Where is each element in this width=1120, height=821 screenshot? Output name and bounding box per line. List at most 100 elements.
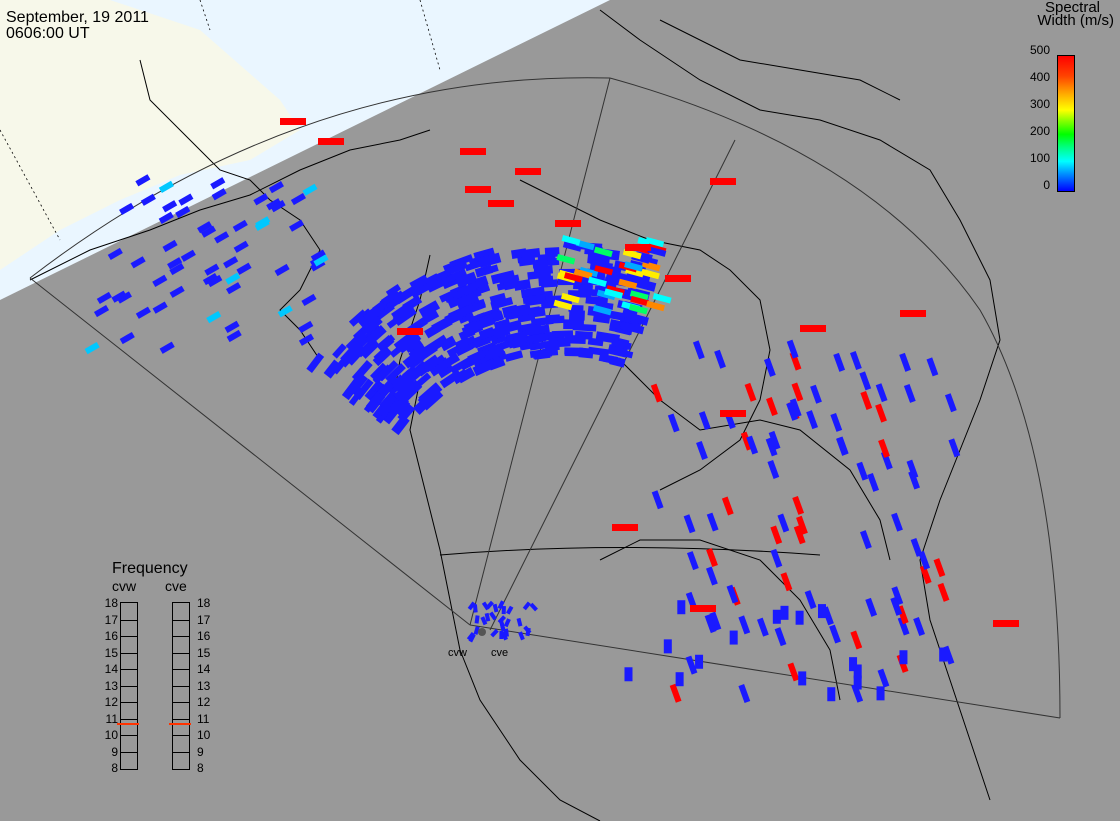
scatter-cell (408, 343, 428, 361)
scatter-cell (744, 382, 757, 402)
freq-label-cvw: cvw (112, 578, 137, 594)
scatter-cell (610, 338, 632, 351)
freq-scale-division (173, 652, 189, 654)
scatter-cell (365, 395, 382, 413)
scatter-cell (410, 372, 432, 392)
scatter-cell (810, 384, 822, 404)
scatter-cell (939, 647, 948, 662)
scatter-cell (875, 403, 887, 423)
scatter-cell (204, 263, 220, 276)
scatter-cell (587, 337, 604, 347)
scatter-cell (796, 515, 808, 535)
scatter-cell (224, 320, 240, 334)
scatter-cell (698, 411, 711, 431)
scatter-cell (646, 300, 665, 312)
scatter-cell (860, 530, 872, 550)
scatter-cell (135, 306, 151, 319)
scatter-cell (473, 335, 492, 349)
freq-marker-cvw (117, 723, 139, 726)
scatter-cell (407, 354, 425, 370)
freq-scale-division (173, 702, 189, 703)
freq-scale-division (121, 636, 137, 637)
scatter-cell (793, 525, 806, 545)
scatter-cell (631, 277, 657, 292)
scatter-cell (706, 548, 718, 568)
scatter-cell (391, 301, 414, 321)
scatter-cell (768, 430, 781, 450)
freq-scale-label: 16 (104, 629, 118, 643)
graticule (0, 0, 441, 241)
scatter-cell (302, 183, 318, 196)
scatter-cell (397, 403, 416, 423)
scatter-cell (372, 364, 393, 385)
scatter-cell (510, 248, 528, 259)
scatter-cell (499, 630, 504, 640)
scatter-cell (563, 272, 583, 283)
freq-scale-division (173, 619, 189, 621)
freq-scale-label: 10 (104, 728, 118, 742)
freq-scale-label: 13 (197, 678, 211, 693)
scatter-cell (619, 321, 645, 335)
freq-scale-label: 12 (104, 695, 118, 709)
scatter-cell (525, 324, 550, 336)
colorbar-tick: 0 (1043, 178, 1050, 192)
scatter-cell (467, 349, 486, 364)
freq-scale-division (121, 702, 137, 703)
scatter-cell (357, 307, 379, 328)
scatter-cell (413, 393, 436, 415)
scatter-cell (341, 377, 362, 401)
scatter-cell (306, 352, 325, 373)
scatter-cell (478, 326, 496, 340)
scatter-cell (592, 304, 612, 316)
scatter-cell (442, 353, 461, 368)
scatter-cell (647, 246, 667, 257)
scatter-cell (473, 626, 480, 635)
scatter-cell (792, 495, 805, 515)
scatter-cell (541, 301, 559, 309)
scatter-cell (933, 558, 946, 578)
scatter-cell (370, 362, 388, 381)
scatter-cell (937, 582, 950, 602)
freq-scale-division (121, 685, 137, 687)
daylight-land (0, 0, 300, 270)
scatter-cell (772, 609, 781, 624)
scatter-cell (770, 548, 783, 568)
scatter-cell (268, 181, 284, 194)
scatter-cell (524, 294, 546, 304)
scatter-cell (431, 316, 453, 334)
scatter-cell (111, 290, 127, 303)
scatter-cell (780, 572, 793, 592)
freq-scale-division (121, 751, 137, 753)
scatter-cell (444, 262, 467, 276)
scatter-cell (323, 359, 342, 379)
scatter-cell (800, 325, 826, 332)
scatter-cell (490, 270, 516, 285)
freq-scale-label: 12 (197, 695, 211, 709)
scatter-cell (853, 664, 862, 679)
scatter-cell (706, 512, 719, 532)
scatter-cell (890, 596, 903, 616)
scatter-cell (503, 618, 511, 628)
scatter-cell (492, 603, 499, 613)
scatter-cell (402, 384, 419, 401)
scatter-cell (318, 138, 344, 145)
freq-scale-division (173, 636, 189, 637)
scatter-cell (465, 186, 491, 193)
scatter-cell (481, 601, 490, 611)
scatter-cell (515, 168, 541, 175)
scatter-cell (757, 617, 769, 637)
scatter-cell (573, 268, 593, 279)
scatter-cell (424, 334, 449, 355)
scatter-cell (458, 282, 478, 298)
scatter-cell (301, 293, 317, 307)
freq-scale-label: 15 (104, 645, 118, 660)
scatter-cell (795, 610, 804, 625)
freq-scale-label: 13 (104, 678, 118, 693)
scatter-returns (84, 118, 1019, 704)
scatter-cell (891, 512, 903, 532)
scatter-cell (158, 211, 174, 224)
scatter-cell (944, 393, 957, 413)
scatter-cell (455, 271, 478, 288)
